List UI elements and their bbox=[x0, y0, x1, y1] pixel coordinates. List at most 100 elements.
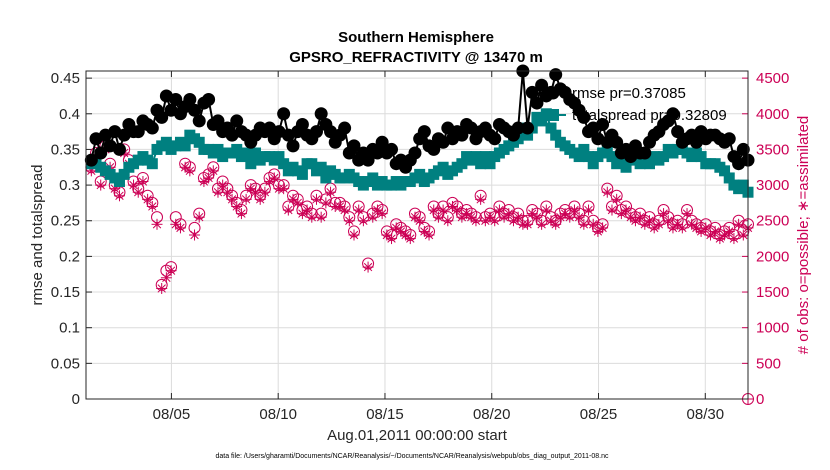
asterisk-stroke bbox=[237, 209, 246, 218]
rmse-point bbox=[455, 128, 469, 142]
obs-assimilated-point bbox=[573, 211, 585, 223]
obs-assimilated-point bbox=[250, 186, 262, 198]
chart-title: Southern Hemisphere bbox=[338, 29, 494, 46]
totalspread-point bbox=[606, 151, 618, 163]
totalspread-point bbox=[193, 136, 205, 148]
asterisk-stroke bbox=[668, 223, 678, 233]
obs-assimilated-point bbox=[536, 218, 548, 230]
asterisk-stroke bbox=[682, 209, 692, 218]
legend-entry-totalspread: totalspread pr=0.32809 bbox=[540, 107, 727, 124]
obs-assimilated-point bbox=[315, 211, 327, 223]
y-tick-label-left: 0.15 bbox=[51, 284, 80, 301]
asterisk-stroke bbox=[382, 230, 392, 240]
totalspread-point bbox=[278, 158, 290, 170]
totalspread-point bbox=[479, 151, 491, 163]
asterisk-stroke bbox=[415, 216, 424, 225]
rmse-point bbox=[610, 135, 624, 149]
asterisk-stroke bbox=[739, 230, 748, 240]
asterisk-stroke bbox=[654, 220, 664, 229]
rmse-point bbox=[417, 125, 431, 139]
y-tick-label-right: 2000 bbox=[756, 248, 789, 265]
obs-assimilated-point bbox=[601, 186, 613, 198]
asterisk-stroke bbox=[265, 177, 274, 186]
y-tick-label-right: 500 bbox=[756, 355, 781, 372]
asterisk-stroke bbox=[387, 234, 396, 243]
y-tick-label-right: 1500 bbox=[756, 284, 789, 301]
totalspread-point bbox=[456, 158, 468, 170]
totalspread-point bbox=[306, 158, 318, 170]
asterisk-stroke bbox=[659, 209, 668, 218]
totalspread-point bbox=[315, 161, 327, 173]
totalspread-point bbox=[644, 158, 656, 170]
totalspread-point bbox=[737, 179, 749, 191]
asterisk-stroke bbox=[710, 227, 720, 236]
rmse-point bbox=[722, 132, 736, 146]
asterisk-stroke bbox=[513, 212, 523, 222]
asterisk-stroke bbox=[335, 202, 345, 211]
rmse-point bbox=[521, 121, 535, 135]
rmse-point bbox=[671, 125, 685, 139]
obs-assimilated-point bbox=[662, 215, 674, 227]
obs-assimilated-point bbox=[301, 204, 313, 216]
rmse-point bbox=[169, 93, 183, 107]
asterisk-stroke bbox=[363, 262, 373, 272]
totalspread-point bbox=[719, 165, 731, 177]
totalspread-point bbox=[475, 158, 487, 170]
obs-assimilated-point bbox=[653, 218, 665, 230]
asterisk-stroke bbox=[199, 177, 209, 186]
asterisk-stroke bbox=[157, 284, 166, 293]
obs-assimilated-point bbox=[174, 222, 186, 234]
obs-assimilated-point bbox=[151, 218, 163, 230]
y-tick-label-right: 1000 bbox=[756, 320, 789, 337]
obs-assimilated-point bbox=[568, 204, 580, 216]
asterisk-stroke bbox=[481, 216, 490, 225]
obs-assimilated-point bbox=[282, 204, 294, 216]
asterisk-stroke bbox=[542, 205, 551, 215]
asterisk-stroke bbox=[720, 230, 729, 240]
rmse-point bbox=[549, 68, 563, 82]
obs-assimilated-point bbox=[442, 215, 454, 227]
asterisk-stroke bbox=[152, 220, 162, 229]
asterisk-stroke bbox=[349, 230, 359, 240]
rmse-point bbox=[230, 114, 244, 128]
asterisk-stroke bbox=[316, 212, 326, 222]
asterisk-stroke bbox=[537, 220, 546, 229]
asterisk-stroke bbox=[223, 188, 232, 197]
x-tick-label: 08/05 bbox=[153, 406, 191, 423]
obs-assimilated-point bbox=[658, 208, 670, 220]
x-tick-label: 08/10 bbox=[259, 406, 297, 423]
obs-assimilated-point bbox=[587, 218, 599, 230]
asterisk-stroke bbox=[232, 202, 241, 211]
asterisk-stroke bbox=[584, 205, 593, 215]
asterisk-stroke bbox=[424, 230, 434, 240]
asterisk-stroke bbox=[251, 188, 260, 197]
asterisk-stroke bbox=[457, 212, 467, 222]
rmse-point bbox=[211, 114, 225, 128]
obs-assimilated-point bbox=[733, 218, 745, 230]
totalspread-point bbox=[615, 154, 627, 166]
totalspread-point bbox=[723, 172, 735, 184]
obs-assimilated-point bbox=[700, 222, 712, 234]
asterisk-stroke bbox=[401, 230, 410, 240]
totalspread-point bbox=[240, 147, 252, 159]
obs-assimilated-point bbox=[484, 211, 496, 223]
asterisk-stroke bbox=[298, 209, 307, 218]
obs-assimilated-point bbox=[512, 211, 524, 223]
asterisk-stroke bbox=[321, 198, 331, 208]
totalspread-point bbox=[250, 147, 262, 159]
asterisk-stroke bbox=[603, 188, 612, 197]
obs-assimilated-point bbox=[198, 176, 210, 188]
obs-assimilated-point bbox=[451, 204, 463, 216]
asterisk-stroke bbox=[345, 216, 354, 225]
obs-assimilated-point bbox=[217, 179, 229, 191]
y-tick-label-left: 0.3 bbox=[59, 177, 80, 194]
asterisk-stroke bbox=[673, 220, 682, 229]
obs-assimilated-point bbox=[597, 222, 609, 234]
totalspread-point bbox=[540, 108, 552, 120]
rmse-point bbox=[666, 107, 680, 121]
y-tick-label-left: 0.05 bbox=[51, 355, 80, 372]
asterisk-stroke bbox=[495, 205, 504, 215]
totalspread-point bbox=[118, 168, 130, 180]
totalspread-point bbox=[245, 158, 257, 170]
obs-assimilated-point bbox=[583, 204, 595, 216]
